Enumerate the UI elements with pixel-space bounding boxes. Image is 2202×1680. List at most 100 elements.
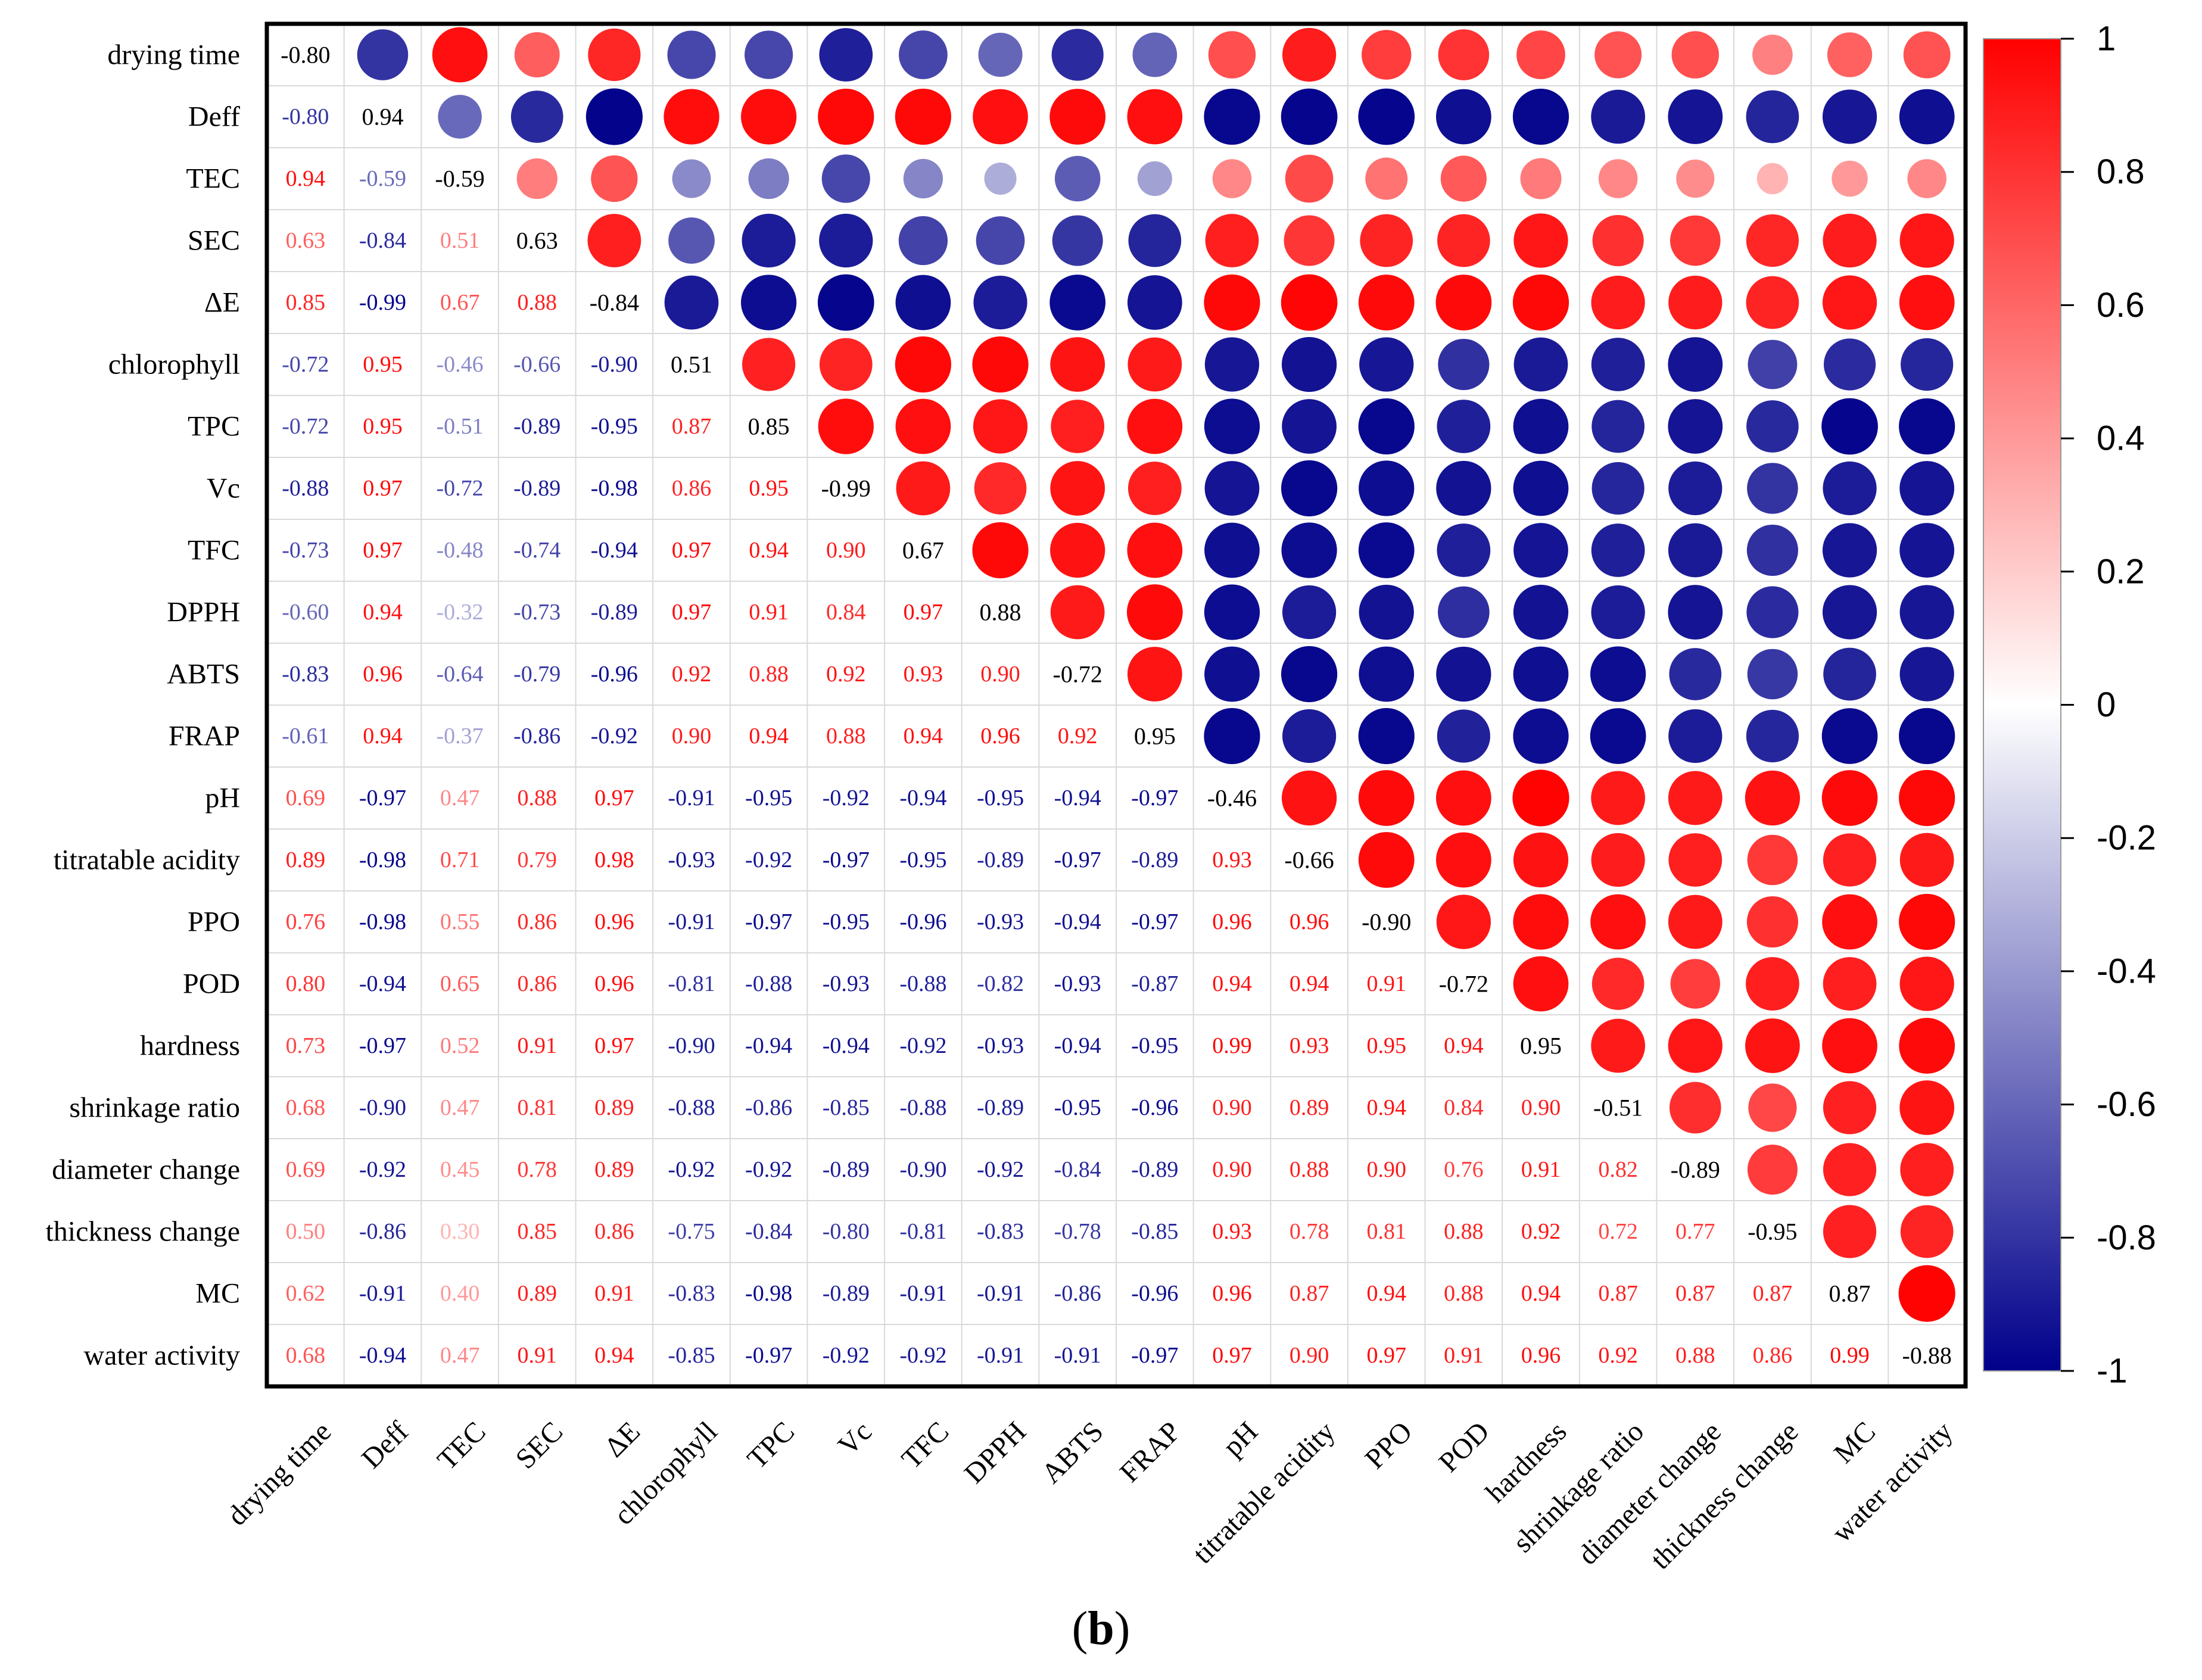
coefficient-label: 0.85 [517, 1219, 557, 1244]
coefficient-label: -0.97 [745, 909, 792, 934]
coefficient-label: -0.46 [437, 352, 484, 377]
correlation-circle [1747, 834, 1798, 886]
coefficient-label: -0.93 [1054, 971, 1101, 996]
correlation-circle [1437, 400, 1491, 453]
coefficient-label: -0.88 [282, 476, 329, 501]
coefficient-label: 0.96 [594, 971, 634, 996]
coefficient-label: -0.97 [359, 1033, 406, 1058]
coefficient-label: -0.72 [282, 414, 329, 439]
correlation-circle [1821, 770, 1878, 826]
coefficient-label: -0.91 [977, 1343, 1024, 1368]
coefficient-label: 0.95 [363, 414, 403, 439]
coefficient-label: -0.94 [591, 538, 638, 563]
diagonal-label: -0.89 [1671, 1157, 1720, 1183]
coefficient-label: 0.47 [440, 1095, 480, 1120]
correlation-circle [1822, 585, 1877, 640]
correlation-circle [1823, 1081, 1877, 1134]
colorbar: 1 0.8 0.6 0.4 0.2 0 -0.2 -0.4 -0.6 -0.8 -1 [1983, 20, 2156, 1391]
correlation-circle [742, 213, 796, 268]
coefficient-label: 0.88 [826, 724, 866, 749]
correlation-circle [1050, 337, 1105, 392]
coefficient-label: 0.79 [517, 847, 557, 872]
correlation-circle [1598, 159, 1638, 198]
coefficient-label: 0.68 [286, 1343, 326, 1368]
coefficient-label: -0.98 [591, 476, 638, 501]
correlation-circle [672, 159, 711, 198]
correlation-circle [741, 89, 797, 145]
coefficient-label: 0.52 [440, 1033, 480, 1058]
correlation-circle [1440, 155, 1487, 202]
correlation-circle [1822, 89, 1877, 144]
coefficient-label: 0.86 [517, 971, 557, 996]
correlation-circle [1746, 709, 1799, 763]
correlation-circle [1127, 647, 1182, 702]
correlation-circle [1285, 154, 1334, 203]
x-tick-label: SEC [510, 1416, 569, 1475]
coefficient-label: 0.82 [1598, 1157, 1638, 1182]
coefficient-label: -0.86 [359, 1219, 406, 1244]
diagonal-label: 0.95 [1134, 723, 1176, 750]
correlation-circle [1899, 1018, 1955, 1074]
correlation-circle [1204, 707, 1260, 765]
coefficient-label: 0.89 [594, 1157, 634, 1182]
correlation-circle [745, 30, 793, 79]
correlation-circle [819, 28, 873, 82]
colorbar-tick-label: 0.6 [2097, 286, 2145, 325]
correlation-circle [974, 462, 1027, 515]
correlation-circle [1823, 833, 1877, 887]
coefficient-label: -0.81 [899, 1219, 946, 1244]
correlation-circle [585, 88, 643, 145]
correlation-circle [1282, 585, 1337, 640]
coefficient-label: 0.76 [1444, 1157, 1484, 1182]
coefficient-label: 0.86 [672, 476, 712, 501]
coefficient-label: -0.91 [899, 1281, 946, 1306]
coefficient-label: 0.77 [1675, 1219, 1715, 1244]
correlation-circle [1435, 89, 1491, 145]
correlation-circle [1281, 460, 1338, 517]
correlation-circle [818, 398, 874, 454]
diagonal-label: -0.99 [821, 475, 871, 502]
coefficient-label: 0.99 [1830, 1343, 1870, 1368]
x-tick-label: ΔE [599, 1416, 646, 1463]
x-tick-label: TEC [431, 1416, 492, 1476]
coefficient-label: 0.91 [517, 1033, 557, 1058]
colorbar-tick-label: 0.4 [2097, 419, 2145, 458]
correlation-circle [1669, 1081, 1721, 1134]
coefficient-label: -0.97 [1131, 909, 1178, 934]
correlation-circle [1436, 894, 1491, 949]
correlation-circle [1050, 585, 1105, 640]
correlation-circle [895, 275, 951, 331]
correlation-circle [1591, 1018, 1646, 1073]
y-tick-label: shrinkage ratio [69, 1092, 240, 1124]
correlation-circle [1212, 159, 1252, 198]
coefficient-label: 0.62 [286, 1281, 326, 1306]
correlation-circle [1668, 523, 1723, 578]
coefficient-label: 0.50 [286, 1219, 326, 1244]
coefficient-label: 0.96 [594, 909, 634, 934]
x-tick-label: titratable acidity [1187, 1416, 1341, 1570]
diagonal-label: -0.66 [1284, 847, 1334, 874]
correlation-circle [1050, 461, 1105, 516]
correlation-circle [1591, 462, 1645, 515]
coefficient-label: 0.47 [440, 786, 480, 811]
y-tick-label: diameter change [52, 1154, 240, 1186]
correlation-circle [1126, 584, 1183, 640]
coefficient-label: 0.86 [1753, 1343, 1793, 1368]
coefficient-label: 0.96 [980, 724, 1020, 749]
coefficient-label: -0.89 [591, 600, 638, 625]
y-tick-label: titratable acidity [54, 844, 240, 876]
correlation-circle [1668, 894, 1723, 949]
coefficient-label: -0.84 [359, 228, 406, 253]
coefficient-label: 0.71 [440, 847, 480, 872]
coefficient-label: -0.89 [513, 414, 560, 439]
correlation-circle [357, 29, 409, 80]
correlation-circle [1591, 338, 1645, 391]
correlation-circle [1746, 90, 1799, 144]
correlation-circle [1513, 832, 1569, 888]
coefficient-label: -0.73 [513, 600, 560, 625]
coefficient-label: 0.94 [594, 1343, 634, 1368]
correlation-circle [973, 399, 1028, 454]
coefficient-label: 0.97 [594, 786, 634, 811]
correlation-circle [1128, 337, 1182, 392]
correlation-circle [667, 30, 716, 79]
